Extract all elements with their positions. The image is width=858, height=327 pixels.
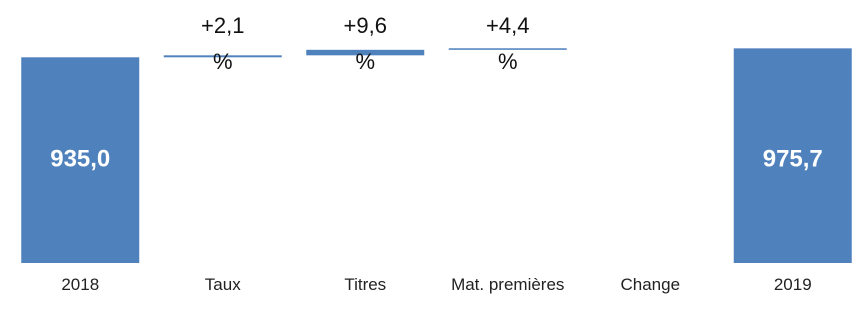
x-tick-label: Mat. premières: [451, 275, 565, 294]
bar: [163, 55, 282, 58]
bar: [306, 49, 425, 56]
x-tick-label: Change: [620, 275, 681, 294]
annotation: +2,1 %: [201, 13, 245, 74]
annotation: +4,4 %: [486, 13, 530, 74]
value-label: 935,0: [50, 145, 110, 172]
x-tick-label: Taux: [204, 275, 241, 294]
x-tick-label: 2018: [61, 275, 100, 294]
value-label: 975,7: [763, 145, 823, 172]
x-tick-label: Titres: [344, 275, 387, 294]
bar: [448, 48, 567, 50]
bar: [733, 48, 852, 263]
bar: [21, 57, 140, 263]
x-tick-label: 2019: [773, 275, 812, 294]
annotation: +9,6 %: [343, 13, 387, 74]
